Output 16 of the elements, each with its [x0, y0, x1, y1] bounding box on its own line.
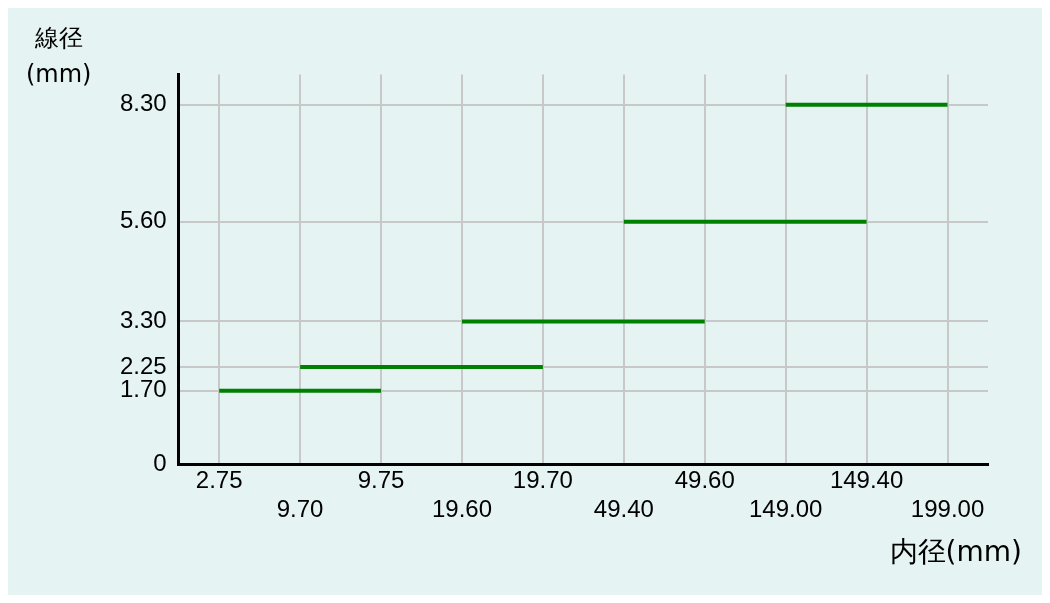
x-tick-label: 9.70 [276, 495, 324, 523]
y-tick-label: 0 [153, 449, 167, 477]
y-tick-label: 3.30 [119, 306, 167, 334]
x-axis-title: 内径(mm) [889, 534, 1022, 570]
x-tick-label: 199.00 [910, 495, 985, 523]
y-tick-label: 5.60 [119, 206, 167, 234]
y-tick-label: 8.30 [119, 89, 167, 117]
x-tick-label: 149.00 [748, 495, 823, 523]
x-tick-label: 49.40 [593, 495, 654, 523]
x-tick-label: 9.75 [357, 466, 405, 494]
x-tick-label: 19.70 [512, 466, 573, 494]
x-tick-label: 2.75 [195, 466, 243, 494]
x-tick-label: 149.40 [829, 466, 904, 494]
x-tick-label: 19.60 [431, 495, 492, 523]
x-tick-label: 49.60 [674, 466, 735, 494]
y-axis-title: 線径(mm) [26, 23, 92, 90]
